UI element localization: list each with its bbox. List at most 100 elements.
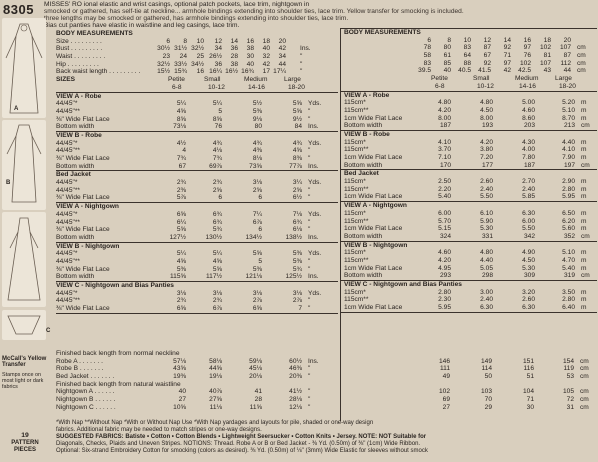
row-label: 44/45"** [56,297,80,305]
cell-value: 32½ [191,45,204,53]
cell-value: 125½ [285,273,302,281]
section-title: VIEW B - Nightgown [56,242,120,250]
size-range: 14-16 [248,83,265,91]
cell-value: 324 [439,232,451,240]
cell-value: 4.20 [438,106,451,114]
cell-value: 112 [560,59,571,67]
finished-length-row: Robe B . . . . . . . 43⅝ 44⅝ 45⅛ 46⅜ " 111 114 1… [56,365,596,373]
cell-value: 81 [543,52,551,60]
size-range-row-right: 6-8 10-12 14-16 18-20 [341,83,597,92]
table-row-metric: 115cm* 6.00 6.10 6.30 6.50 m [341,210,597,218]
row-label: 44/45"* [56,179,78,187]
table-row: 44/45"* 4½ 4¾ 4¾ 4¾ Yds. [56,140,338,148]
cell-value: 20⅜ [289,373,302,381]
row-label: 44/45"** [56,218,80,226]
row-label: ⅜" Wide Flat Lace [56,194,110,202]
cell-value-cm: 51 [526,373,534,381]
unit-label: " [308,218,311,226]
size-range: 6-8 [172,83,182,91]
robe-b-sketch-icon [6,124,42,203]
cell-value: 40 [443,67,451,75]
cell-value: 4.90 [522,249,535,257]
cell-value: 60½ [289,357,302,365]
cell-value: 69⅞ [209,162,222,170]
cell-value: 28⅛ [289,396,302,404]
cell-value: 44 [563,67,571,75]
row-label: 44/45"* [56,289,78,297]
table-row: 44/45"** 6¼ 6¾ 6⅞ 6¾ " [56,219,338,227]
table-row-metric: 115cm** 4.20 4.40 4.50 4.70 m [341,257,597,265]
cell-value: 2.30 [438,296,451,304]
unit-label: cm [581,122,590,130]
cell-value: 2.60 [480,178,493,186]
row-label: ⅜" Wide Flat Lace [56,155,110,162]
cell-value: 6⅛ [292,226,302,234]
cell-value: 8 [183,37,187,45]
row-label: 115cm* [344,138,366,146]
cell-value: 2.80 [438,288,451,296]
cell-value: 5.15 [438,225,451,233]
transfer-text: Stamps once on most light or dark fabric… [2,372,44,390]
unit-label: " [308,115,311,123]
table-row: 44/45"** 4⅝ 5 5⅜ 5⅝ " [56,108,338,116]
cell-value: 40⅞ [209,388,222,396]
unit-label: cm [577,67,586,75]
section-title-right: VIEW B - Robe [344,130,390,138]
unit-label: " [308,107,311,115]
cell-value: 2¾ [176,297,186,305]
cell-value: 4.40 [480,256,493,264]
row-label: Bottom width [56,162,95,170]
cell-value: 2.60 [522,296,535,304]
cell-value: 31½ [174,45,187,53]
table-row-metric: 1cm Wide Flat Lace 4.95 5.05 5.30 5.40 m [341,265,597,273]
cell-value: 16¾ [241,68,254,76]
unit-label: m [581,185,587,193]
row-label: Nightgown A . . . . . . [56,388,115,396]
cell-value: 5⅝ [292,107,302,115]
cell-value: 309 [523,272,535,280]
section-title-right: VIEW A - Robe [344,91,390,99]
cell-value: 3⅛ [252,179,262,187]
cell-value: 2.40 [480,296,493,304]
cell-value: 78 [423,44,431,52]
row-label: Hip . . . . . . . . . [56,60,99,68]
cell-value: 41½ [289,388,302,396]
row-label: 44/45"** [56,147,80,155]
cell-value: 40 [178,388,186,396]
cell-value: 17 [262,68,270,76]
cell-value: 5⅝ [176,226,186,234]
table-row-metric: Bottom width 187 193 203 213 cm [341,122,597,131]
row-label: Robe B . . . . . . . [56,365,104,373]
cell-value: 10 [196,37,204,45]
cell-value: 88 [463,59,471,67]
cell-value: 14 [230,37,238,45]
row-label: Finished back length from normal necklin… [56,350,180,357]
row-label: Bust . . . . . . . . . [56,45,103,53]
cell-value: 25 [196,53,204,61]
cell-value: 41 [254,388,262,396]
row-label: 115cm* [344,249,366,257]
cell-value: 177 [481,161,493,169]
cell-value: 64 [463,52,471,60]
section-title: VIEW B - Robe [56,131,102,139]
unit-label: " [308,297,311,305]
pattern-number: 8305 [3,2,34,17]
cell-value: 5.30 [522,264,535,272]
unit-label: m [581,99,587,107]
cell-value-cm: 119 [563,365,574,373]
cell-value: 3⅛ [176,289,186,297]
size-header: Large [284,76,301,84]
measurement-row: Bust . . . . . . . . . 30½ 31½ 32½ 34 36 38 40 4… [56,45,338,53]
cell-value: 67 [483,52,491,60]
right-yardage-table: BODY MEASUREMENTS 6 8 10 12 14 16 18 20 78 80 83 87 9… [340,28,597,421]
cell-value: 33½ [174,60,187,68]
cell-value: 11⅝ [249,403,262,411]
cell-value: 5.30 [480,225,493,233]
cell-value: 34½ [191,60,204,68]
cell-value: 2⅞ [252,297,262,305]
cell-value-cm: 102 [438,388,450,396]
cell-value: 4.80 [480,99,493,107]
notions-text: Diagonals, Checks, Plaids and Uneven Str… [56,441,421,447]
view-c-label: C [46,328,51,334]
table-row: ⅜" Wide Flat Lace 7¾ 7¾ 8⅛ 8⅜ " [56,155,338,163]
